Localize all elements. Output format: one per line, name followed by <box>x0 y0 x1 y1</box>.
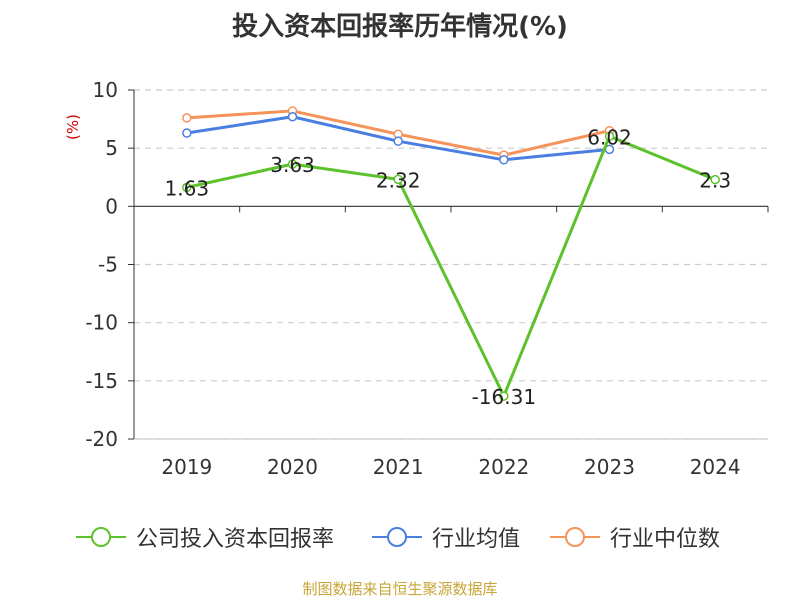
x-tick-label: 2021 <box>373 455 424 479</box>
data-label: 2.32 <box>376 168 421 192</box>
y-axis-unit-label: (%) <box>64 114 82 140</box>
y-tick-label: 10 <box>93 78 118 102</box>
data-point-series-1 <box>287 112 298 122</box>
chart-title: 投入资本回报率历年情况(%) <box>232 12 568 42</box>
data-point-series-0 <box>287 159 298 169</box>
y-tick-label: -15 <box>85 369 118 393</box>
legend-item-industry-mean[interactable]: 行业均值 <box>370 520 520 554</box>
legend-item-company[interactable]: 公司投入资本回报率 <box>74 520 334 554</box>
legend-marker-industry-mean <box>372 527 422 547</box>
x-tick-label: 2020 <box>267 455 318 479</box>
legend-label-industry-mean: 行业均值 <box>432 527 521 552</box>
y-tick-label: -10 <box>85 311 118 335</box>
data-label: 6.02 <box>587 125 632 149</box>
y-tick-label: -20 <box>85 427 118 451</box>
series-line-0 <box>186 134 716 398</box>
y-tick-label: -5 <box>98 253 118 277</box>
legend-marker-industry-median <box>550 527 600 547</box>
data-point-series-0 <box>182 182 192 193</box>
data-point-series-0 <box>393 174 403 185</box>
legend-item-industry-median[interactable]: 行业中位数 <box>548 520 720 554</box>
data-point-series-1 <box>393 136 403 146</box>
legend-label-company: 公司投入资本回报率 <box>136 527 335 552</box>
legend-label-industry-median: 行业中位数 <box>610 527 721 552</box>
data-label: -16.31 <box>472 385 536 409</box>
data-label: 3.63 <box>270 153 315 177</box>
x-tick-label: 2019 <box>161 455 212 479</box>
data-point-series-1 <box>499 155 509 165</box>
data-point-series-0 <box>604 131 615 142</box>
x-tick-label: 2023 <box>584 455 635 479</box>
data-source-note: 制图数据来自恒生聚源数据库 <box>302 580 498 598</box>
data-point-series-0 <box>710 174 720 185</box>
y-tick-label: 0 <box>105 194 118 218</box>
x-tick-label: 2024 <box>690 455 741 479</box>
legend-marker-company <box>76 527 126 547</box>
y-tick-label: 5 <box>105 136 118 160</box>
legend: 公司投入资本回报率 行业均值 行业中位数 <box>0 520 800 554</box>
data-label: 1.63 <box>165 176 210 200</box>
data-label: 2.3 <box>699 169 731 193</box>
data-point-series-1 <box>182 128 192 138</box>
data-point-series-2 <box>182 113 192 123</box>
x-tick-label: 2022 <box>478 455 529 479</box>
data-point-series-0 <box>499 391 509 401</box>
